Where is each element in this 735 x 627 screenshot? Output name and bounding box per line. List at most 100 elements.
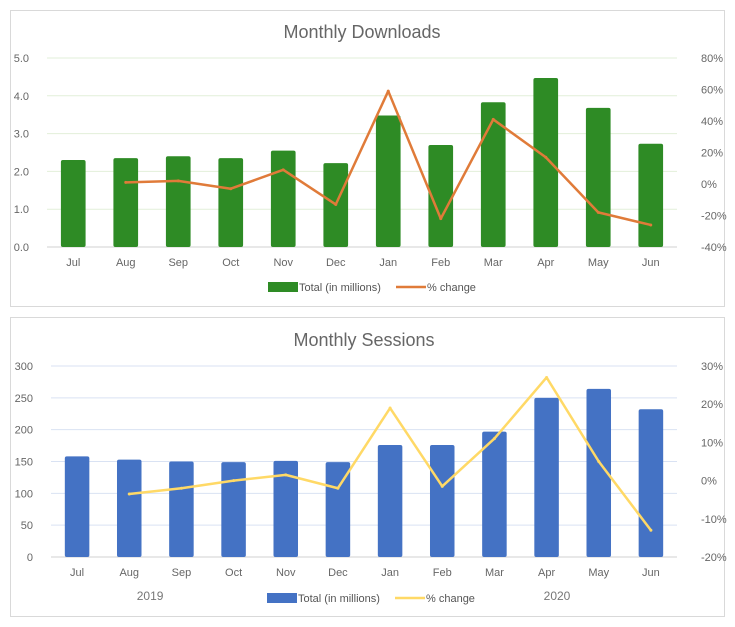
downloads-change-point <box>229 187 233 191</box>
sessions-bar <box>429 444 455 557</box>
sessions-y-left-tick: 0 <box>27 552 33 564</box>
sessions-x-tick: Jul <box>70 567 84 579</box>
downloads-bar <box>165 156 191 247</box>
downloads-x-tick: Apr <box>537 257 554 269</box>
sessions-change-point <box>649 528 653 532</box>
downloads-y-left-tick: 2.0 <box>14 166 29 178</box>
downloads-legend-line-label: % change <box>427 282 476 294</box>
sessions-y-right-tick: -20% <box>701 552 727 564</box>
sessions-x-tick: Jan <box>381 567 399 579</box>
sessions-x-tick: Oct <box>225 567 242 579</box>
sessions-bar <box>586 388 612 557</box>
downloads-y-right-tick: -40% <box>701 242 727 254</box>
sessions-year-label: 2019 <box>137 589 164 603</box>
sessions-y-right-tick: 20% <box>701 399 723 411</box>
sessions-change-point <box>545 375 549 379</box>
sessions-bar <box>116 459 142 557</box>
downloads-x-tick: Dec <box>326 257 346 269</box>
downloads-x-tick: Aug <box>116 257 136 269</box>
downloads-change-point <box>176 179 180 183</box>
sessions-x-tick: Nov <box>276 567 296 579</box>
sessions-bar <box>273 460 299 557</box>
downloads-bar <box>60 160 86 247</box>
downloads-bar <box>375 115 401 248</box>
sessions-bar <box>64 456 90 557</box>
downloads-y-right-tick: -20% <box>701 211 727 223</box>
sessions-change-point <box>284 473 288 477</box>
sessions-change-point <box>492 437 496 441</box>
sessions-change-point <box>232 479 236 483</box>
sessions-legend-line-label: % change <box>426 593 475 605</box>
downloads-y-left-tick: 3.0 <box>14 129 29 141</box>
downloads-legend-bar-label: Total (in millions) <box>299 282 381 294</box>
downloads-bar <box>270 150 296 247</box>
downloads-y-left-tick: 0.0 <box>14 242 29 254</box>
sessions-x-tick: Aug <box>119 567 139 579</box>
downloads-bar <box>428 144 454 247</box>
downloads-y-right-tick: 80% <box>701 53 723 65</box>
downloads-x-tick: Jan <box>379 257 397 269</box>
sessions-change-point <box>388 406 392 410</box>
downloads-x-tick: Jun <box>642 257 660 269</box>
sessions-y-right-tick: 10% <box>701 437 723 449</box>
downloads-bar <box>533 78 559 247</box>
downloads-change-point <box>281 168 285 172</box>
downloads-y-right-tick: 60% <box>701 85 723 97</box>
sessions-x-tick: May <box>588 567 609 579</box>
sessions-chart-title: Monthly Sessions <box>293 330 434 350</box>
downloads-change-point <box>596 210 600 214</box>
downloads-y-left-tick: 4.0 <box>14 91 29 103</box>
downloads-chart-title: Monthly Downloads <box>283 22 440 42</box>
downloads-y-left-tick: 5.0 <box>14 53 29 65</box>
sessions-year-label: 2020 <box>544 589 571 603</box>
sessions-y-right-tick: 30% <box>701 361 723 373</box>
sessions-change-point <box>127 492 131 496</box>
sessions-x-tick: Mar <box>485 567 504 579</box>
downloads-x-tick: Jul <box>66 257 80 269</box>
downloads-x-tick: Feb <box>431 257 450 269</box>
downloads-legend-bar-swatch <box>268 282 298 292</box>
sessions-x-tick: Dec <box>328 567 348 579</box>
downloads-change-point <box>439 217 443 221</box>
sessions-legend-bar-label: Total (in millions) <box>298 593 380 605</box>
sessions-chart: Monthly Sessions 0 50 100 150 200 250 300 -20% -1… <box>15 330 727 605</box>
sessions-y-left-tick: 100 <box>15 488 33 500</box>
downloads-change-point <box>491 117 495 121</box>
sessions-y-left-tick: 50 <box>21 520 33 532</box>
sessions-chart-panel: Monthly Sessions 0 50 100 150 200 250 300 -20% -1… <box>10 317 727 617</box>
downloads-y-right-tick: 0% <box>701 179 717 191</box>
sessions-bar <box>534 397 559 557</box>
downloads-change-point <box>124 180 128 184</box>
sessions-change-point <box>597 460 601 463</box>
sessions-y-left-tick: 250 <box>15 393 33 405</box>
downloads-change-point <box>386 89 390 93</box>
downloads-change-point <box>334 202 338 206</box>
downloads-x-tick: May <box>588 257 609 269</box>
downloads-bar <box>218 158 244 247</box>
downloads-chart-panel: Monthly Downloads 0.0 1.0 2.0 3.0 4.0 5.0 -40% -… <box>10 10 727 307</box>
sessions-change-point <box>179 486 183 490</box>
sessions-x-tick: Feb <box>433 567 452 579</box>
sessions-bar <box>169 461 194 557</box>
sessions-y-right-tick: 0% <box>701 476 717 488</box>
sessions-change-point <box>440 484 444 488</box>
downloads-bar <box>638 143 664 247</box>
sessions-y-left-tick: 300 <box>15 361 33 373</box>
downloads-y-right-tick: 40% <box>701 116 723 128</box>
sessions-y-right-tick: -10% <box>701 514 727 526</box>
sessions-y-left-tick: 150 <box>15 457 33 469</box>
downloads-x-tick: Nov <box>273 257 293 269</box>
downloads-change-point <box>649 223 653 227</box>
sessions-x-tick: Apr <box>538 567 555 579</box>
downloads-change-point <box>544 155 548 159</box>
sessions-change-point <box>336 486 340 490</box>
sessions-y-left-tick: 200 <box>15 425 33 437</box>
sessions-x-tick: Sep <box>172 567 192 579</box>
downloads-y-right-tick: 20% <box>701 148 723 160</box>
downloads-bar <box>585 107 611 248</box>
downloads-y-left-tick: 1.0 <box>14 204 29 216</box>
downloads-x-tick: Mar <box>484 257 503 269</box>
downloads-x-tick: Sep <box>168 257 188 269</box>
sessions-x-tick: Jun <box>642 567 660 579</box>
downloads-x-tick: Oct <box>222 257 239 269</box>
